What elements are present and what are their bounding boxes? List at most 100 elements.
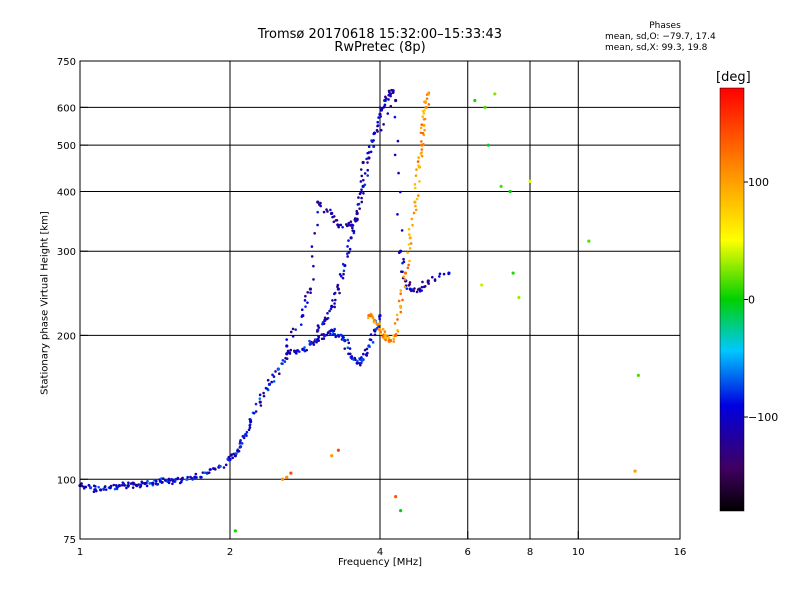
data-point <box>399 304 403 308</box>
data-point <box>271 373 274 377</box>
data-point <box>272 375 276 378</box>
data-point <box>413 200 417 204</box>
data-point <box>242 436 246 440</box>
data-point <box>342 272 345 276</box>
phase-x-mode-stats: mean, sd,X: 99.3, 19.8 <box>605 43 708 53</box>
data-point <box>332 292 336 296</box>
data-point <box>323 316 327 320</box>
data-point <box>139 484 143 488</box>
data-point <box>224 463 228 467</box>
data-point <box>379 332 383 336</box>
data-point <box>317 336 321 339</box>
data-point <box>399 292 402 295</box>
data-point <box>423 128 426 132</box>
data-point <box>80 482 83 485</box>
chart-title-line1: Tromsø 20170618 15:32:00–15:33:43 <box>257 27 503 42</box>
data-point <box>330 304 334 308</box>
chart-title-line2: RwPretec (8p) <box>334 40 426 55</box>
data-point <box>367 145 371 149</box>
data-point <box>424 100 427 103</box>
data-point <box>396 318 399 321</box>
data-point <box>421 115 424 118</box>
data-point <box>313 232 316 235</box>
data-point <box>301 314 305 318</box>
data-point <box>420 289 423 292</box>
data-point <box>362 352 365 356</box>
data-point <box>112 483 116 487</box>
data-point <box>407 284 411 287</box>
data-point <box>361 357 365 362</box>
data-point <box>376 120 380 124</box>
data-point <box>302 348 306 352</box>
data-point <box>209 468 212 471</box>
data-point <box>360 200 364 204</box>
data-point <box>420 285 424 289</box>
data-point <box>171 482 174 486</box>
data-point <box>342 269 346 273</box>
data-point <box>368 345 371 349</box>
data-point <box>517 295 521 300</box>
data-point <box>366 351 369 355</box>
data-point <box>99 488 103 492</box>
y-tick-label: 100 <box>57 475 76 486</box>
data-point <box>337 335 341 338</box>
data-point <box>334 335 338 339</box>
y-tick-label: 300 <box>57 247 76 258</box>
data-point <box>316 223 319 227</box>
data-point <box>235 452 238 455</box>
data-point <box>252 411 256 415</box>
data-point <box>195 476 198 479</box>
data-point <box>376 124 379 128</box>
colorbar-gradient <box>719 87 745 512</box>
data-point <box>341 336 345 339</box>
data-point <box>161 481 164 484</box>
data-point <box>346 338 350 342</box>
x-tick-label: 2 <box>227 547 233 558</box>
colorbar: 100 0 −100 <box>719 87 778 512</box>
data-point <box>326 311 329 315</box>
phase-statistics: Phases mean, sd,O: −79.7, 17.4 mean, sd,… <box>605 21 725 54</box>
data-point <box>633 469 637 473</box>
data-point <box>419 131 423 135</box>
y-tick-label: 75 <box>63 535 76 546</box>
data-point <box>341 262 345 266</box>
data-point <box>403 271 408 275</box>
data-point <box>109 484 113 488</box>
data-point <box>329 212 333 215</box>
data-point <box>145 484 149 488</box>
data-point <box>383 330 387 333</box>
data-point <box>392 337 396 341</box>
data-point <box>408 259 411 263</box>
data-point <box>420 151 423 154</box>
data-point <box>499 184 503 188</box>
data-point <box>267 382 272 386</box>
data-point <box>351 224 355 227</box>
data-point <box>420 140 423 143</box>
data-point <box>185 478 188 481</box>
data-point <box>361 160 365 165</box>
data-point <box>346 245 349 248</box>
data-point <box>333 298 337 302</box>
data-point <box>359 168 363 171</box>
y-tick-label: 750 <box>57 57 76 68</box>
data-point <box>425 97 429 100</box>
data-point <box>360 361 363 365</box>
data-point <box>399 190 402 194</box>
data-point <box>298 350 301 353</box>
data-point <box>377 325 380 328</box>
data-point <box>154 479 158 483</box>
data-point <box>227 455 231 459</box>
data-point <box>102 487 105 491</box>
data-point <box>373 321 377 325</box>
data-point <box>383 333 387 337</box>
data-point <box>367 151 371 154</box>
colorbar-tick-label: 0 <box>748 294 755 307</box>
data-point <box>387 89 391 93</box>
data-point <box>399 508 403 513</box>
data-point <box>372 131 377 135</box>
data-point <box>306 301 309 304</box>
data-point <box>415 197 419 201</box>
data-point <box>319 204 322 208</box>
data-point <box>281 358 285 362</box>
data-point <box>508 189 512 194</box>
